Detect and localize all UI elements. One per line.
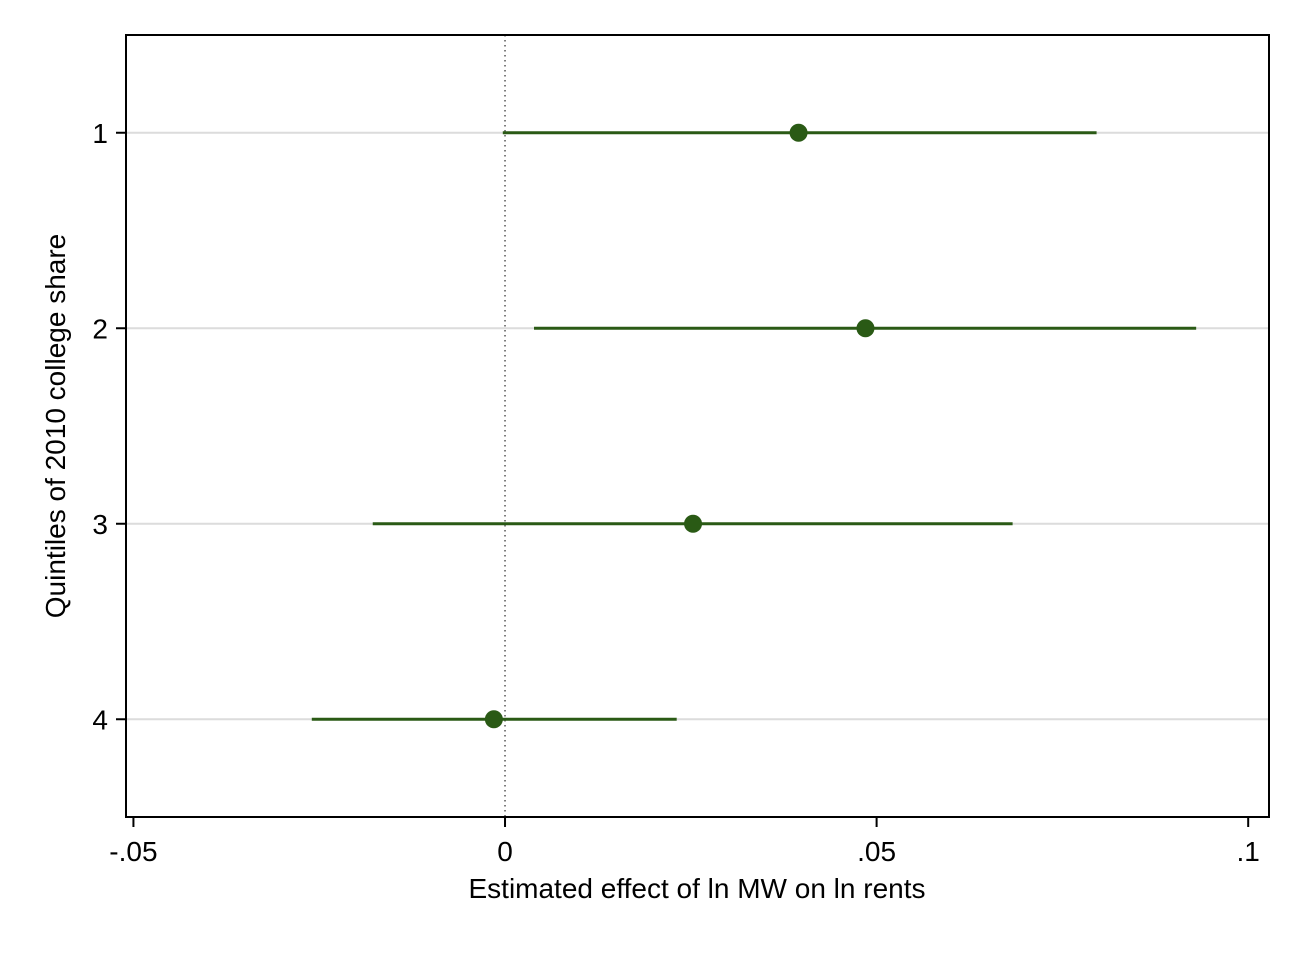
y-tick-label-2: 2: [92, 313, 108, 344]
x-tick-label-.05: .05: [857, 836, 896, 867]
estimate-marker-4: [484, 710, 503, 729]
axis-layer: -.05 0 .05 .1 1 2 3 4: [92, 34, 1270, 867]
y-tick-label-4: 4: [92, 704, 108, 735]
y-tick-label-1: 1: [92, 118, 108, 149]
x-tick-label-.1: .1: [1237, 836, 1260, 867]
estimate-marker-layer: [484, 123, 875, 729]
estimate-marker-1: [789, 123, 808, 142]
x-tick-label--.05: -.05: [109, 836, 157, 867]
estimate-marker-2: [856, 319, 875, 338]
estimate-marker-3: [684, 514, 703, 533]
y-tick-label-3: 3: [92, 509, 108, 540]
confidence-interval-layer: [311, 131, 1197, 721]
plot-frame: [125, 34, 1270, 818]
x-axis-label: Estimated effect of ln MW on ln rents: [468, 873, 925, 904]
x-tick-label-0: 0: [497, 836, 513, 867]
grid-layer: [126, 131, 1269, 721]
y-axis-label: Quintiles of 2010 college share: [40, 234, 71, 618]
